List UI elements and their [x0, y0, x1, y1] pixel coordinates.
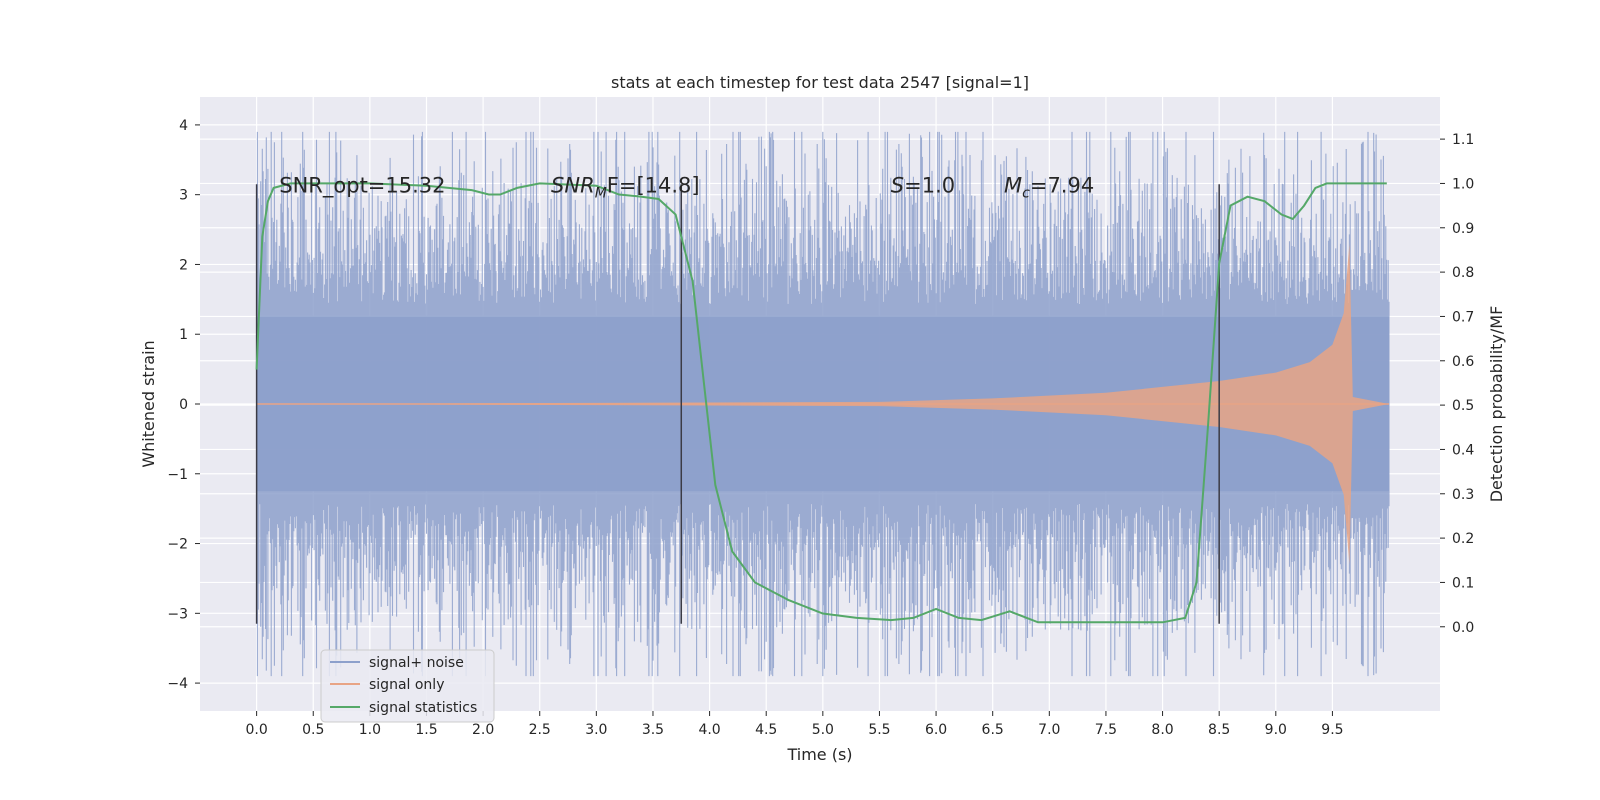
y-tick-label-6: 2: [179, 257, 188, 273]
x-tick-label-12: 6.0: [925, 722, 947, 738]
y-tick-label-4: 0: [179, 397, 188, 413]
annotation-2-rest: =1.0: [904, 174, 955, 198]
x-tick-label-0: 0.0: [245, 722, 267, 738]
chart-title: stats at each timestep for test data 254…: [611, 73, 1029, 92]
annotation-3-base: M: [1004, 174, 1022, 198]
x-tick-label-7: 3.5: [642, 722, 664, 738]
x-tick-label-17: 8.5: [1208, 722, 1230, 738]
y2-tick-label-3: 0.3: [1452, 487, 1474, 503]
vertical-markers: [255, 184, 1220, 624]
x-tick-label-13: 6.5: [982, 722, 1004, 738]
y-axis-right: 0.0 0.1 0.2 0.3 0.4 0.5 0.6 0.7 0.8 0.9 1.0 1.1: [1440, 132, 1474, 636]
y2-tick-label-6: 0.6: [1452, 354, 1474, 370]
x-tick-label-14: 7.0: [1038, 722, 1060, 738]
annotation-1-rest: F=[14.8]: [607, 174, 700, 198]
annotation-0-base: SNR_opt=15.32: [279, 174, 445, 199]
annotation-3: Mc=7.94: [1004, 174, 1094, 202]
annotation-1: SNRMF=[14.8]: [551, 174, 700, 202]
legend-label-signal-noise: signal+ noise: [369, 655, 464, 671]
annotation-1-sub: M: [595, 186, 607, 202]
legend-label-signal-only: signal only: [369, 677, 444, 693]
y2-tick-label-5: 0.5: [1452, 398, 1474, 414]
x-axis-label: Time (s): [786, 745, 852, 764]
series-signal-statistics: [255, 182, 1387, 624]
x-axis: 0.0 0.5 1.0 1.5 2.0 2.5 3.0 3.5 4.0 4.5 5.0 5.5 6.0 6…: [245, 711, 1344, 738]
y2-axis-label: Detection probability/MF: [1487, 306, 1506, 503]
y2-tick-label-2: 0.2: [1452, 531, 1474, 547]
annotation-1-base: SNR: [551, 174, 595, 198]
annotation-3-sub: c: [1022, 186, 1030, 202]
x-tick-label-6: 3.0: [585, 722, 607, 738]
y2-tick-label-11: 1.1: [1452, 132, 1474, 148]
x-tick-label-11: 5.5: [868, 722, 890, 738]
x-tick-label-4: 2.0: [472, 722, 494, 738]
y-tick-label-5: 1: [179, 327, 188, 343]
annotation-2-base: S: [891, 174, 904, 198]
y-tick-label-3: −1: [167, 467, 188, 483]
y-tick-label-0: −4: [167, 676, 188, 692]
y2-tick-label-4: 0.4: [1452, 442, 1474, 458]
annotation-0: SNR_opt=15.32: [279, 174, 445, 199]
x-tick-label-9: 4.5: [755, 722, 777, 738]
series-signal-only: [256, 243, 1390, 565]
y-axis-left: −4 −3 −2 −1 0 1 2 3 4: [167, 118, 200, 692]
y2-tick-label-8: 0.8: [1452, 265, 1474, 281]
y2-tick-label-10: 1.0: [1452, 176, 1474, 192]
y-tick-label-1: −3: [167, 606, 188, 622]
annotation-3-rest: =7.94: [1030, 174, 1094, 198]
x-tick-label-1: 0.5: [302, 722, 324, 738]
x-tick-label-10: 5.0: [812, 722, 834, 738]
x-tick-label-18: 9.0: [1265, 722, 1287, 738]
y-tick-label-7: 3: [179, 188, 188, 204]
y2-tick-label-7: 0.7: [1452, 309, 1474, 325]
legend: signal+ noise signal only signal statist…: [320, 649, 495, 723]
x-tick-label-3: 1.5: [415, 722, 437, 738]
y2-tick-label-9: 0.9: [1452, 221, 1474, 237]
x-tick-label-16: 8.0: [1151, 722, 1173, 738]
x-tick-label-5: 2.5: [529, 722, 551, 738]
x-tick-label-2: 1.0: [359, 722, 381, 738]
annotations: SNR_opt=15.32 SNRMF=[14.8] S=1.0 Mc=7.94: [279, 174, 1094, 202]
stats-line: [255, 182, 1387, 624]
y2-tick-label-0: 0.0: [1452, 620, 1474, 636]
annotation-2: S=1.0: [891, 174, 955, 198]
x-tick-label-19: 9.5: [1321, 722, 1343, 738]
y2-tick-label-1: 0.1: [1452, 575, 1474, 591]
y-tick-label-2: −2: [167, 537, 188, 553]
legend-label-signal-statistics: signal statistics: [369, 700, 477, 716]
y-axis-label: Whitened strain: [139, 340, 158, 467]
legend-box: [320, 649, 495, 723]
x-tick-label-8: 4.0: [698, 722, 720, 738]
y-tick-label-8: 4: [179, 118, 188, 134]
x-tick-label-15: 7.5: [1095, 722, 1117, 738]
